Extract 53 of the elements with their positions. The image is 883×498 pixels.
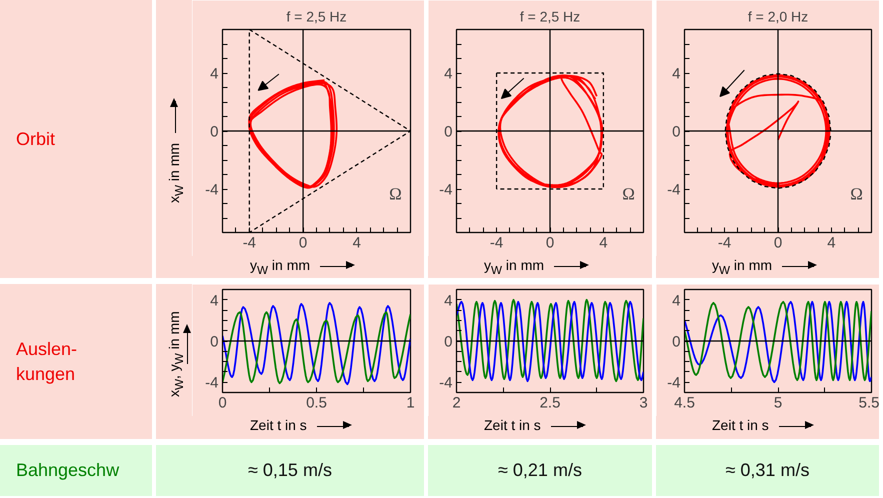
x-tick-label: 4.5 [674,394,695,412]
y-tick-label: 0 [444,334,452,350]
x-tick-label: 0 [546,234,554,252]
text: Auslen- kungen [0,284,152,439]
x-axis-title: y$_{W}$ in mm [156,256,424,278]
x-tick-label: 1 [406,394,415,412]
text: Orbit [0,0,152,278]
annotation: Ω [622,184,635,204]
x-tick-label: 3 [639,394,648,412]
x-tick-label: 0.5 [306,394,327,412]
y-tick-label: 4 [672,292,680,310]
y-tick-label: -4 [667,182,681,198]
x-tick-label: 0 [774,234,782,252]
x-tick-label: 4 [827,234,836,252]
y-tick-label: 0 [672,124,680,140]
x-tick-label: -4 [718,234,732,252]
y-tick-label: 4 [444,66,452,82]
chart-title: f = 2,0 Hz [748,8,808,24]
y-tick-label: 0 [210,124,218,140]
x-tick-label: -4 [242,234,256,252]
text: ≈ 0,15 m/s [156,445,424,496]
text: ≈ 0,21 m/s [428,445,652,496]
y-tick-label: 0 [210,334,218,350]
y-tick-label: 0 [672,334,680,350]
x-axis-title: y$_{W}$ in mm [656,256,879,278]
y-tick-label: -4 [439,374,453,392]
x-tick-label: 5 [774,394,782,412]
x-tick-label: 2 [452,394,461,412]
x-axis-title: Zeit t in s [428,416,652,439]
x-axis-title: y$_{W}$ in mm [428,256,652,278]
y-tick-label: 0 [444,124,452,140]
chart-title: f = 2,5 Hz [286,8,347,24]
annotation: Ω [850,184,863,204]
x-tick-label: 4 [352,234,361,252]
x-tick-label: -4 [490,234,504,252]
x-axis-title: Zeit t in s [656,416,879,439]
chart-title: f = 2,5 Hz [520,8,580,24]
x-tick-label: 4 [599,234,608,252]
y-tick-label: -4 [205,374,219,392]
y-tick-label: 4 [672,66,680,82]
annotation: Ω [389,184,402,204]
y-tick-label: 4 [444,292,452,310]
y-tick-label: -4 [205,182,219,198]
x-axis-title: Zeit t in s [156,416,424,439]
x-tick-label: 0 [298,234,308,252]
x-tick-label: 5.5 [858,394,880,412]
text: ≈ 0,31 m/s [656,445,879,496]
y-tick-label: -4 [667,374,681,392]
x-tick-label: 2.5 [540,394,560,412]
y-tick-label: 4 [210,66,218,82]
text: Bahngeschw [0,445,152,496]
y-tick-label: 4 [210,292,218,310]
y-tick-label: -4 [439,182,453,198]
